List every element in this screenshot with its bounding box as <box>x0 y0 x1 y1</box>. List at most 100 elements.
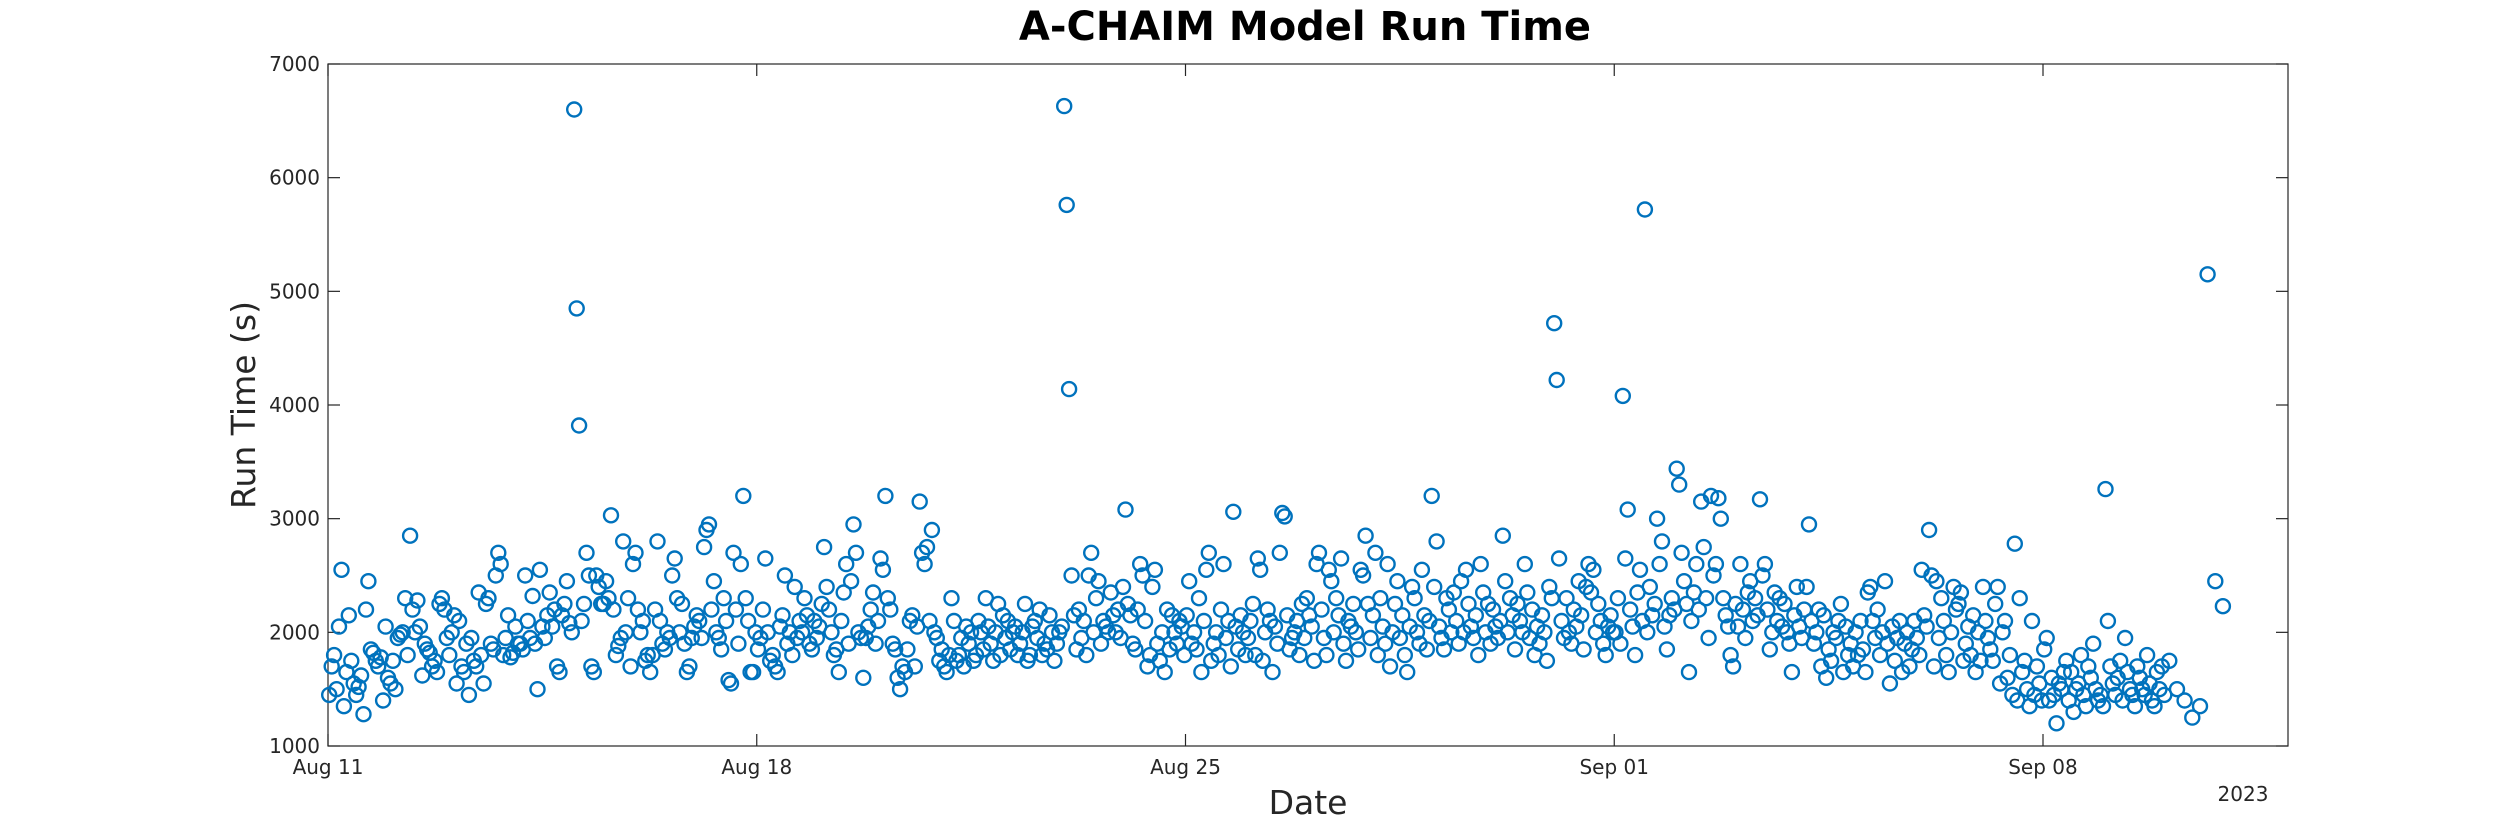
data-point <box>1225 503 1242 520</box>
data-point <box>1538 652 1556 669</box>
data-point <box>2184 709 2201 726</box>
data-point <box>916 555 933 573</box>
data-point <box>833 612 850 630</box>
data-point <box>1447 612 1465 630</box>
data-point <box>1911 646 1928 664</box>
data-point <box>2048 715 2065 732</box>
data-point <box>541 584 558 601</box>
data-point <box>1754 567 1771 584</box>
data-point <box>1144 578 1161 596</box>
data-point <box>705 573 723 590</box>
data-point <box>730 635 747 652</box>
data-point <box>1614 387 1632 405</box>
data-point <box>2094 698 2112 715</box>
data-point <box>1190 590 1208 607</box>
data-point <box>2055 663 2073 681</box>
data-point <box>906 658 923 675</box>
data-point <box>335 698 353 715</box>
data-point <box>960 635 977 652</box>
data-point <box>1332 550 1350 567</box>
data-point <box>1717 607 1734 624</box>
data-point <box>1918 618 1935 635</box>
data-point <box>862 601 879 618</box>
data-point <box>1558 590 1575 607</box>
data-point <box>818 578 835 596</box>
data-point <box>1759 601 1776 618</box>
data-point <box>1440 601 1458 618</box>
data-point <box>2129 658 2146 675</box>
data-point <box>1933 590 1950 607</box>
data-point <box>573 612 590 630</box>
data-point <box>374 692 392 709</box>
data-point <box>2191 698 2209 715</box>
data-point <box>634 612 651 630</box>
data-point <box>1041 607 1058 624</box>
data-point <box>333 561 350 578</box>
data-point <box>923 521 941 539</box>
data-point <box>1271 544 1289 561</box>
data-point <box>1734 601 1752 618</box>
data-point <box>2199 266 2216 283</box>
data-point <box>735 487 752 505</box>
data-point <box>1362 629 1379 647</box>
data-point <box>2028 658 2046 675</box>
data-point <box>1675 573 1693 590</box>
data-point <box>764 646 781 664</box>
data-point <box>962 624 980 641</box>
data-point <box>1597 646 1614 664</box>
data-point <box>1937 646 1955 664</box>
data-point <box>1310 544 1328 561</box>
data-point <box>1670 476 1688 493</box>
data-point <box>2214 598 2232 615</box>
data-point <box>1822 652 1840 669</box>
data-point <box>2038 629 2055 647</box>
y-axis: 1000 2000 3000 4000 5000 6000 7000 <box>269 52 2288 758</box>
data-point <box>815 538 833 556</box>
data-point <box>1994 624 2011 641</box>
data-point <box>786 578 803 596</box>
data-point <box>1506 641 1524 658</box>
data-point <box>715 590 732 607</box>
data-point <box>1673 544 1690 561</box>
data-point <box>1063 567 1080 584</box>
data-point <box>1372 590 1389 607</box>
data-point <box>1705 567 1722 584</box>
data-point <box>1153 624 1171 641</box>
data-point <box>607 646 625 664</box>
data-point <box>1653 533 1671 550</box>
data-point <box>1396 646 1414 664</box>
data-point <box>1078 646 1095 664</box>
data-point <box>1712 510 1730 527</box>
data-point <box>1984 652 2002 669</box>
data-point <box>1423 487 1440 505</box>
data-point <box>776 567 794 584</box>
data-point <box>918 538 936 556</box>
data-point <box>1274 504 1291 522</box>
data-point <box>1729 618 1747 635</box>
data-point <box>1195 612 1213 630</box>
data-point <box>1519 584 1536 601</box>
data-point <box>1198 561 1215 578</box>
data-point <box>1999 669 2016 686</box>
data-point <box>1357 527 1374 544</box>
data-point <box>1702 487 1720 505</box>
data-point <box>1541 578 1558 596</box>
data-point <box>1881 675 1899 692</box>
data-point <box>1648 510 1666 527</box>
data-point <box>1832 595 1850 613</box>
data-point <box>1075 612 1093 630</box>
data-point <box>428 663 446 681</box>
data-point <box>566 101 583 118</box>
data-point <box>639 646 656 664</box>
data-point <box>1264 663 1281 681</box>
data-point <box>2013 663 2031 681</box>
data-point <box>1364 607 1382 624</box>
data-point <box>1869 601 1886 618</box>
data-point <box>1548 371 1565 389</box>
data-point <box>2006 535 2024 552</box>
data-point <box>1602 607 1619 624</box>
data-point <box>1136 612 1154 630</box>
data-point <box>1940 663 1957 681</box>
data-point <box>2126 698 2144 715</box>
data-point <box>602 507 620 524</box>
